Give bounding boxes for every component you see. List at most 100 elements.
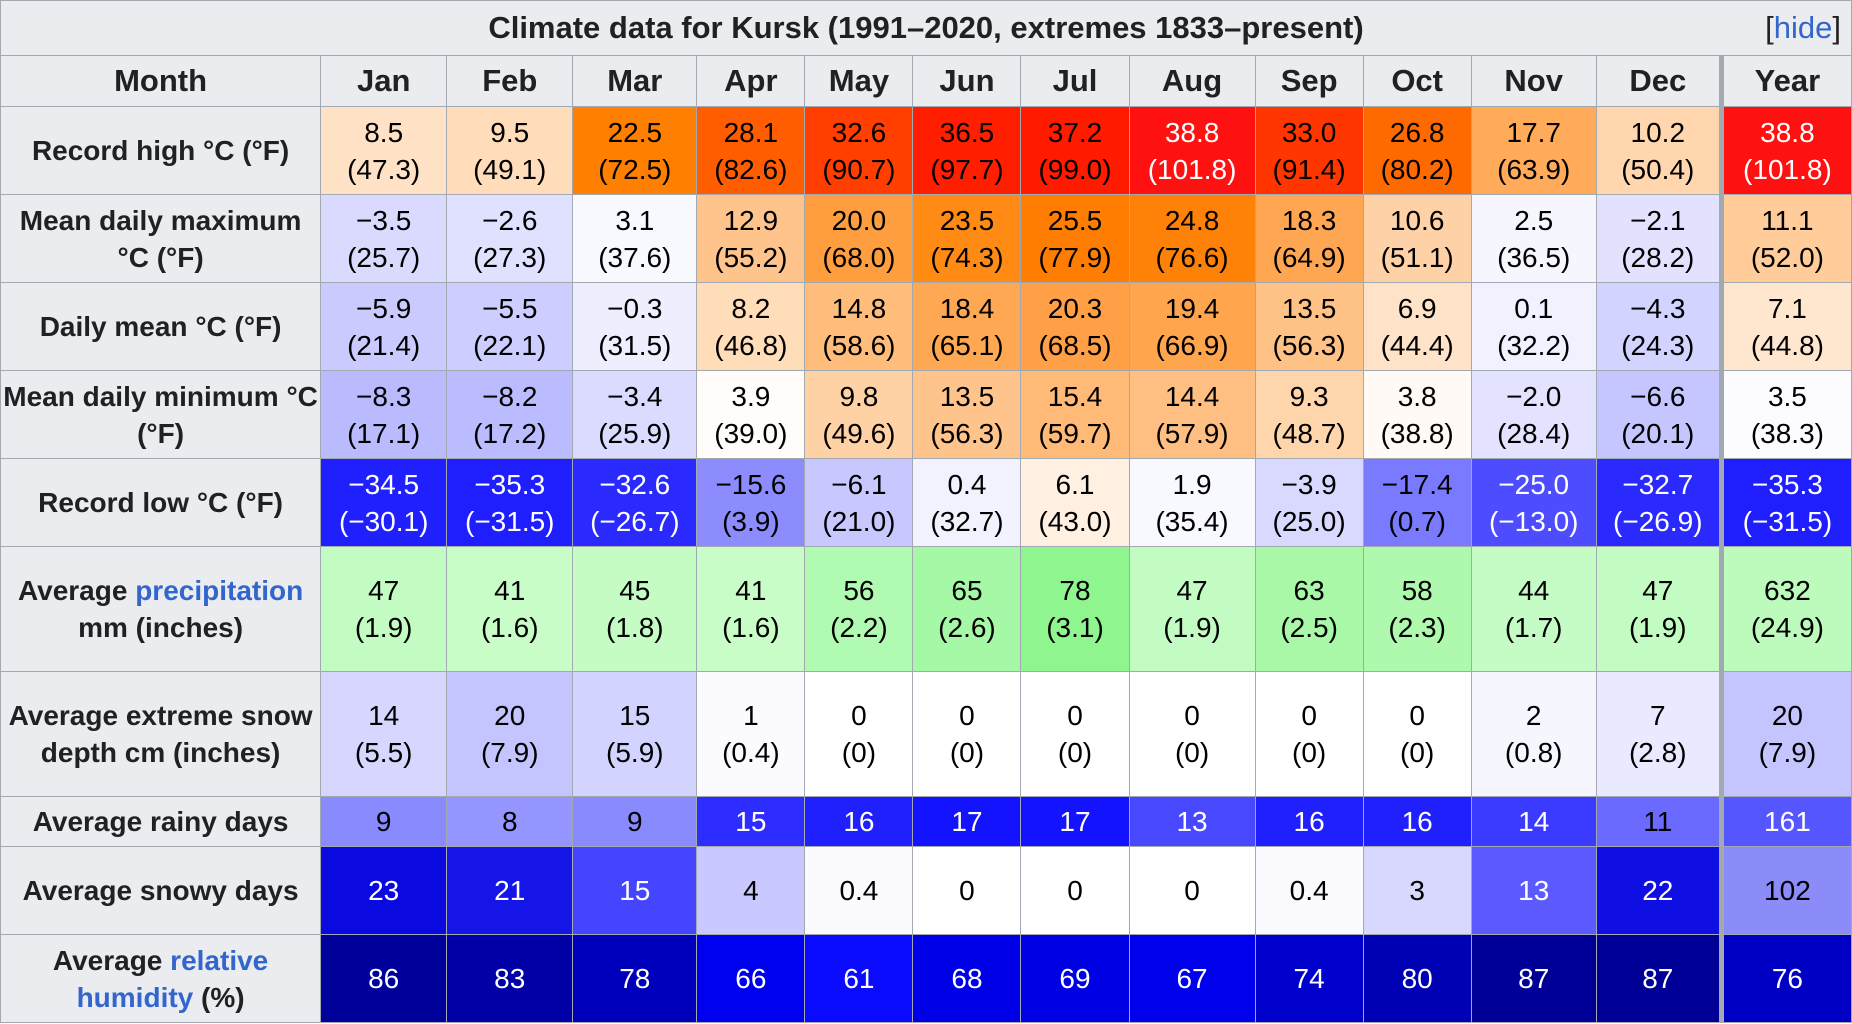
row-header-link[interactable]: relative humidity <box>76 944 269 1013</box>
year-header: Year <box>1718 55 1852 107</box>
cell-precipitation-nov: 44 (1.7) <box>1470 546 1597 672</box>
cell-daily-mean-aug: 19.4 (66.9) <box>1128 282 1256 371</box>
cell-snowy-days-jul: 0 <box>1020 846 1130 935</box>
cell-humidity-year: 76 <box>1718 934 1852 1023</box>
row-daily-mean: Daily mean °C (°F) −5.9 (21.4) −5.5 (22.1)… <box>0 282 1852 371</box>
row-header-humidity: Average relative humidity (%) <box>0 934 322 1023</box>
cell-record-low-feb: −35.3 (−31.5) <box>446 458 574 547</box>
cell-snowy-days-apr: 4 <box>696 846 806 935</box>
cell-mean-max-oct: 10.6 (51.1) <box>1362 194 1472 283</box>
cell-humidity-sep: 74 <box>1254 934 1364 1023</box>
cell-snow-depth-aug: 0 (0) <box>1128 671 1256 797</box>
cell-mean-min-sep: 9.3 (48.7) <box>1254 370 1364 459</box>
cell-record-high-mar: 22.5 (72.5) <box>572 106 698 195</box>
month-header-jun: Jun <box>912 55 1022 107</box>
cell-record-high-aug: 38.8 (101.8) <box>1128 106 1256 195</box>
cell-snow-depth-may: 0 (0) <box>804 671 914 797</box>
cell-daily-mean-mar: −0.3 (31.5) <box>572 282 698 371</box>
cell-precipitation-jun: 65 (2.6) <box>912 546 1022 672</box>
cell-record-high-apr: 28.1 (82.6) <box>696 106 806 195</box>
row-snow-depth: Average extreme snow depth cm (inches) 14… <box>0 671 1852 797</box>
cell-mean-min-apr: 3.9 (39.0) <box>696 370 806 459</box>
cell-precipitation-dec: 47 (1.9) <box>1595 546 1722 672</box>
month-header-feb: Feb <box>446 55 574 107</box>
cell-snowy-days-jun: 0 <box>912 846 1022 935</box>
cell-snow-depth-dec: 7 (2.8) <box>1595 671 1722 797</box>
row-header-daily-mean: Daily mean °C (°F) <box>0 282 322 371</box>
cell-humidity-mar: 78 <box>572 934 698 1023</box>
cell-record-high-nov: 17.7 (63.9) <box>1470 106 1597 195</box>
row-snowy-days: Average snowy days 23 21 15 4 0.4 0 0 0 0.4 3 13 22 1… <box>0 846 1852 935</box>
cell-snow-depth-year: 20 (7.9) <box>1718 671 1852 797</box>
cell-record-high-may: 32.6 (90.7) <box>804 106 914 195</box>
row-header-snowy-days: Average snowy days <box>0 846 322 935</box>
cell-snowy-days-aug: 0 <box>1128 846 1256 935</box>
cell-record-low-apr: −15.6 (3.9) <box>696 458 806 547</box>
cell-mean-min-nov: −2.0 (28.4) <box>1470 370 1597 459</box>
cell-daily-mean-jun: 18.4 (65.1) <box>912 282 1022 371</box>
cell-mean-min-oct: 3.8 (38.8) <box>1362 370 1472 459</box>
cell-snow-depth-nov: 2 (0.8) <box>1470 671 1597 797</box>
cell-mean-min-feb: −8.2 (17.2) <box>446 370 574 459</box>
cell-snow-depth-jan: 14 (5.5) <box>320 671 448 797</box>
cell-snowy-days-may: 0.4 <box>804 846 914 935</box>
cell-record-low-year: −35.3 (−31.5) <box>1718 458 1852 547</box>
row-header-text: (%) <box>201 981 245 1013</box>
cell-rainy-days-nov: 14 <box>1470 796 1597 847</box>
hide-toggle: [hide] <box>1765 10 1841 46</box>
cell-rainy-days-aug: 13 <box>1128 796 1256 847</box>
cell-record-low-may: −6.1 (21.0) <box>804 458 914 547</box>
cell-mean-max-nov: 2.5 (36.5) <box>1470 194 1597 283</box>
cell-record-high-jul: 37.2 (99.0) <box>1020 106 1130 195</box>
cell-record-high-year: 38.8 (101.8) <box>1718 106 1852 195</box>
cell-record-low-jun: 0.4 (32.7) <box>912 458 1022 547</box>
hide-link[interactable]: hide <box>1773 10 1833 45</box>
cell-snow-depth-apr: 1 (0.4) <box>696 671 806 797</box>
row-header-text: mm (inches) <box>78 612 244 643</box>
cell-rainy-days-mar: 9 <box>572 796 698 847</box>
cell-snowy-days-jan: 23 <box>320 846 448 935</box>
cell-humidity-dec: 87 <box>1595 934 1722 1023</box>
cell-daily-mean-oct: 6.9 (44.4) <box>1362 282 1472 371</box>
cell-humidity-jul: 69 <box>1020 934 1130 1023</box>
cell-record-low-sep: −3.9 (25.0) <box>1254 458 1364 547</box>
cell-humidity-aug: 67 <box>1128 934 1256 1023</box>
cell-precipitation-year: 632 (24.9) <box>1718 546 1852 672</box>
cell-precipitation-may: 56 (2.2) <box>804 546 914 672</box>
month-header-nov: Nov <box>1470 55 1597 107</box>
row-header-text: Average <box>17 575 128 606</box>
month-header-jul: Jul <box>1020 55 1130 107</box>
row-record-high: Record high °C (°F) 8.5 (47.3) 9.5 (49.1) 2… <box>0 106 1852 195</box>
cell-mean-min-aug: 14.4 (57.9) <box>1128 370 1256 459</box>
cell-daily-mean-sep: 13.5 (56.3) <box>1254 282 1364 371</box>
cell-humidity-nov: 87 <box>1470 934 1597 1023</box>
cell-daily-mean-year: 7.1 (44.8) <box>1718 282 1852 371</box>
cell-humidity-jan: 86 <box>320 934 448 1023</box>
cell-rainy-days-jun: 17 <box>912 796 1022 847</box>
cell-record-high-oct: 26.8 (80.2) <box>1362 106 1472 195</box>
cell-humidity-apr: 66 <box>696 934 806 1023</box>
cell-snow-depth-sep: 0 (0) <box>1254 671 1364 797</box>
row-header-link[interactable]: precipitation <box>135 575 304 606</box>
cell-snow-depth-mar: 15 (5.9) <box>572 671 698 797</box>
cell-mean-min-may: 9.8 (49.6) <box>804 370 914 459</box>
cell-humidity-oct: 80 <box>1362 934 1472 1023</box>
month-header-jan: Jan <box>320 55 448 107</box>
row-mean-max: Mean daily maximum °C (°F) −3.5 (25.7) −2.… <box>0 194 1852 283</box>
cell-mean-max-feb: −2.6 (27.3) <box>446 194 574 283</box>
table-caption: Climate data for Kursk (1991–2020, extre… <box>0 0 1852 56</box>
cell-daily-mean-jul: 20.3 (68.5) <box>1020 282 1130 371</box>
cell-daily-mean-may: 14.8 (58.6) <box>804 282 914 371</box>
cell-record-low-oct: −17.4 (0.7) <box>1362 458 1472 547</box>
cell-precipitation-apr: 41 (1.6) <box>696 546 806 672</box>
cell-rainy-days-jan: 9 <box>320 796 448 847</box>
month-column-header: Month <box>0 55 322 107</box>
cell-record-high-jun: 36.5 (97.7) <box>912 106 1022 195</box>
cell-rainy-days-year: 161 <box>1718 796 1852 847</box>
cell-rainy-days-jul: 17 <box>1020 796 1130 847</box>
cell-mean-max-dec: −2.1 (28.2) <box>1595 194 1722 283</box>
cell-snowy-days-nov: 13 <box>1470 846 1597 935</box>
cell-snow-depth-jun: 0 (0) <box>912 671 1022 797</box>
cell-record-high-jan: 8.5 (47.3) <box>320 106 448 195</box>
cell-mean-max-apr: 12.9 (55.2) <box>696 194 806 283</box>
